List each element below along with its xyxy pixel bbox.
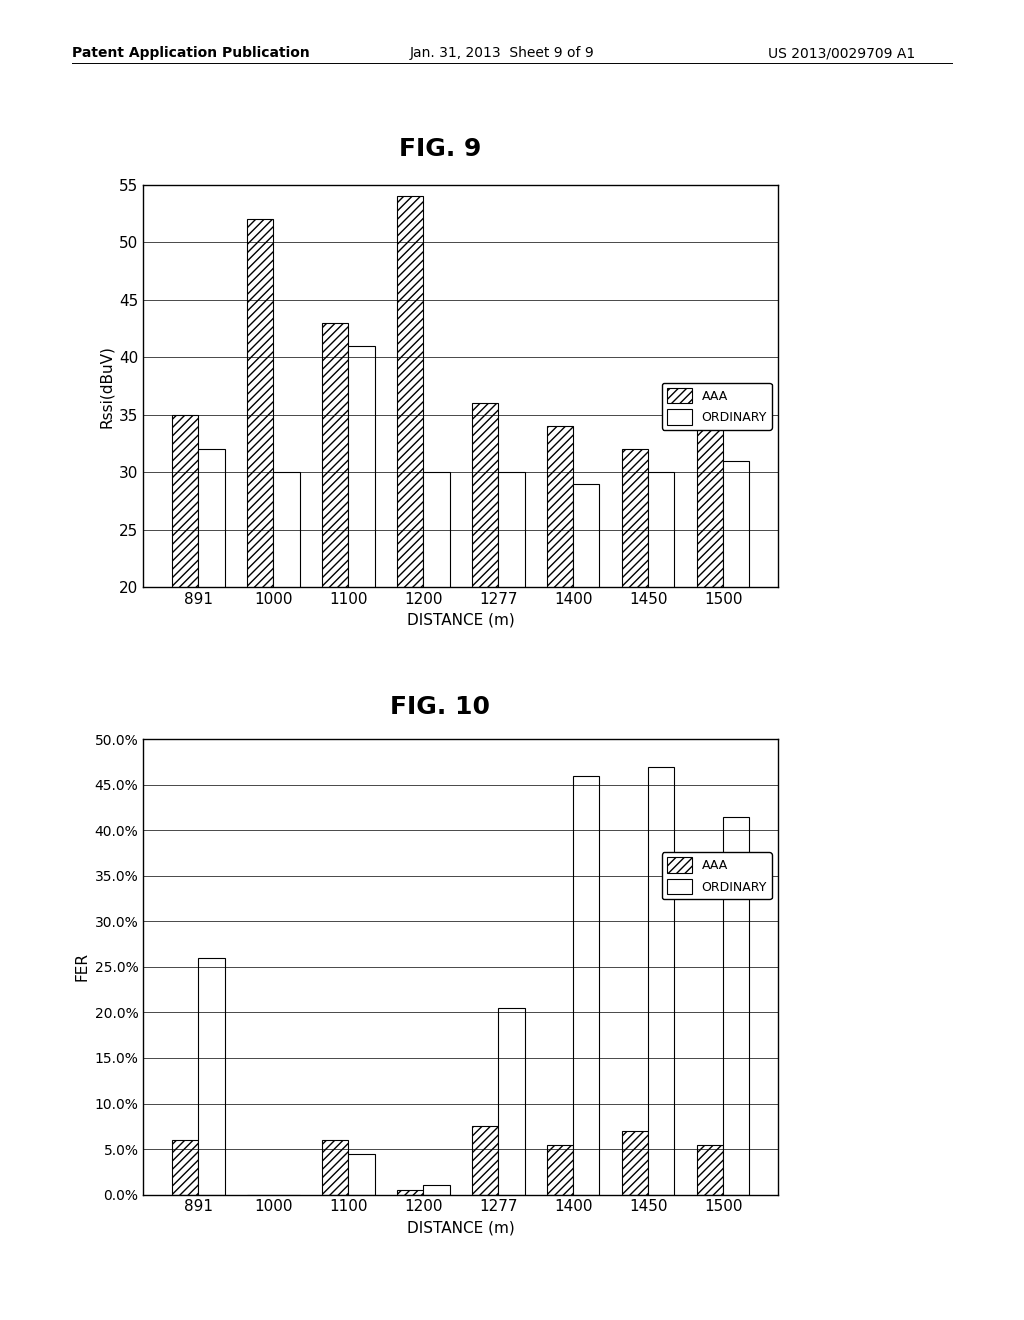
Bar xyxy=(648,767,675,1195)
Bar xyxy=(423,473,450,817)
Y-axis label: FER: FER xyxy=(74,953,89,981)
Bar xyxy=(348,1154,375,1195)
Bar xyxy=(397,1191,423,1195)
Bar xyxy=(547,1144,573,1195)
Bar xyxy=(499,473,524,817)
Text: Jan. 31, 2013  Sheet 9 of 9: Jan. 31, 2013 Sheet 9 of 9 xyxy=(410,46,594,61)
Bar xyxy=(622,449,648,817)
Bar xyxy=(472,404,499,817)
Bar xyxy=(423,1185,450,1195)
Bar xyxy=(323,1140,348,1195)
Bar xyxy=(397,197,423,817)
Text: FIG. 10: FIG. 10 xyxy=(390,696,490,719)
Bar xyxy=(648,473,675,817)
Bar xyxy=(199,958,224,1195)
Text: FIG. 9: FIG. 9 xyxy=(399,137,481,161)
Legend: AAA, ORDINARY: AAA, ORDINARY xyxy=(662,853,772,899)
Bar xyxy=(723,817,750,1195)
Bar xyxy=(172,1140,199,1195)
Bar xyxy=(247,219,273,817)
Bar xyxy=(199,449,224,817)
Bar xyxy=(273,473,300,817)
Bar xyxy=(622,1131,648,1195)
Bar xyxy=(323,323,348,817)
X-axis label: DISTANCE (m): DISTANCE (m) xyxy=(407,612,515,628)
Bar xyxy=(499,1008,524,1195)
Bar xyxy=(348,346,375,817)
Legend: AAA, ORDINARY: AAA, ORDINARY xyxy=(662,383,772,429)
Bar xyxy=(697,1144,723,1195)
Bar xyxy=(573,484,599,817)
Bar xyxy=(573,776,599,1195)
Text: US 2013/0029709 A1: US 2013/0029709 A1 xyxy=(768,46,915,61)
Bar xyxy=(723,461,750,817)
X-axis label: DISTANCE (m): DISTANCE (m) xyxy=(407,1220,515,1236)
Bar xyxy=(547,426,573,817)
Bar xyxy=(697,414,723,817)
Text: Patent Application Publication: Patent Application Publication xyxy=(72,46,309,61)
Bar xyxy=(472,1126,499,1195)
Bar xyxy=(172,414,199,817)
Y-axis label: Rssi(dBuV): Rssi(dBuV) xyxy=(98,345,114,428)
